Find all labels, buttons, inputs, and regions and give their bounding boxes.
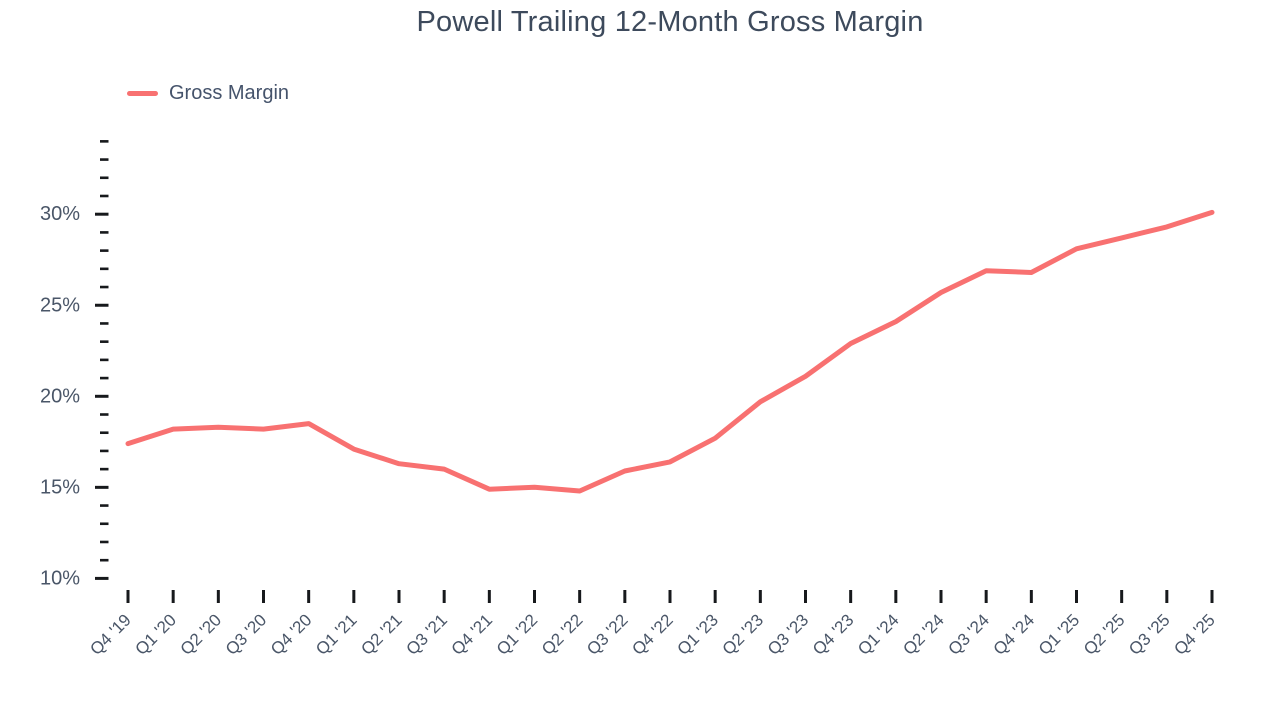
x-axis-label: Q4 '25 [1170,610,1218,658]
x-axis-label: Q4 '20 [267,610,315,658]
y-axis-label: 15% [40,476,80,498]
x-axis-label: Q3 '21 [403,610,451,658]
x-axis-label: Q3 '24 [945,610,993,658]
x-axis-label: Q1 '21 [312,610,360,658]
legend-line-swatch-icon [127,91,158,96]
x-axis-label: Q1 '20 [132,610,180,658]
x-axis-label: Q3 '22 [583,610,631,658]
y-axis-label: 20% [40,385,80,407]
x-axis-label: Q1 '24 [854,610,902,658]
x-axis-label: Q3 '20 [222,610,270,658]
x-axis-label: Q2 '22 [538,610,586,658]
legend-label: Gross Margin [169,82,290,104]
y-axis-label: 25% [40,294,80,316]
chart-title: Powell Trailing 12-Month Gross Margin [416,6,924,38]
y-axis-label: 10% [40,567,80,589]
x-axis-label: Q2 '24 [899,610,947,658]
x-axis-label: Q3 '25 [1125,610,1173,658]
x-axis-label: Q2 '23 [719,610,767,658]
x-axis-label: Q4 '21 [448,610,496,658]
y-axis-label: 30% [40,203,80,225]
legend: Gross Margin [127,82,289,105]
x-axis-label: Q4 '22 [628,610,676,658]
x-axis-label: Q4 '24 [990,610,1038,658]
gross-margin-series-line [125,209,1215,494]
x-axis-label: Q1 '23 [674,610,722,658]
x-axis-label: Q4 '23 [809,610,857,658]
x-axis-label: Q1 '25 [1035,610,1083,658]
x-axis-label: Q2 '20 [177,610,225,658]
x-axis-label: Q2 '21 [357,610,405,658]
x-axis-label: Q1 '22 [493,610,541,658]
x-axis-label: Q2 '25 [1080,610,1128,658]
x-axis-label: Q3 '23 [764,610,812,658]
x-axis-label: Q4 '19 [86,610,134,658]
